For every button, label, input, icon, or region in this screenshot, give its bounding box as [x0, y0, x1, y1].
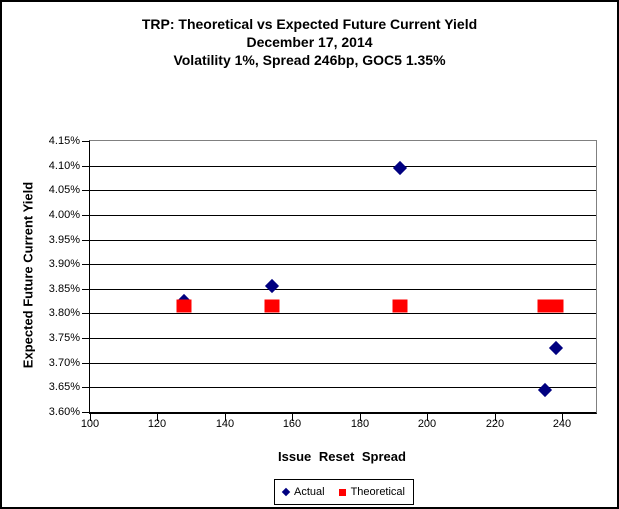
legend: Actual Theoretical	[274, 479, 414, 505]
y-tick-mark	[82, 313, 89, 314]
x-tick-mark	[157, 414, 158, 421]
y-tick-label: 3.70%	[48, 357, 80, 369]
legend-item-theoretical: Theoretical	[338, 486, 405, 498]
datapoint-theoretical	[548, 299, 564, 313]
y-tick-mark	[82, 412, 89, 413]
y-tick-label: 4.00%	[48, 209, 80, 221]
x-tick-label: 120	[147, 418, 167, 430]
gridline-y	[90, 313, 596, 314]
x-tick-label: 220	[485, 418, 505, 430]
y-tick-mark	[82, 166, 89, 167]
datapoint-theoretical	[264, 299, 280, 313]
chart-title-block: TRP: Theoretical vs Expected Future Curr…	[2, 15, 617, 69]
y-tick-label: 3.90%	[48, 258, 80, 270]
y-tick-mark	[82, 289, 89, 290]
x-tick-mark	[562, 414, 563, 421]
gridline-y	[90, 264, 596, 265]
datapoint-actual	[393, 161, 408, 176]
y-tick-label: 4.15%	[48, 135, 80, 147]
gridline-y	[90, 289, 596, 290]
x-tick-label: 200	[417, 418, 437, 430]
gridline-y	[90, 190, 596, 191]
y-tick-mark	[82, 190, 89, 191]
legend-label-theoretical: Theoretical	[350, 486, 405, 498]
x-tick-label: 160	[282, 418, 302, 430]
y-tick-label: 4.10%	[48, 160, 80, 172]
y-tick-mark	[82, 215, 89, 216]
chart-title: TRP: Theoretical vs Expected Future Curr…	[141, 16, 478, 32]
actual-diamond-icon	[281, 487, 291, 497]
gridline-y	[90, 166, 596, 167]
y-tick-label: 3.60%	[48, 406, 80, 418]
plot-area: 4.15% 4.10% 4.05% 4.00% 3.95% 3.90% 3.85% 3.80%…	[49, 135, 597, 430]
x-tick-label: 180	[350, 418, 370, 430]
datapoint-actual	[265, 279, 280, 294]
y-tick-label: 3.75%	[48, 332, 80, 344]
y-tick-mark	[82, 387, 89, 388]
y-tick-label: 4.05%	[48, 184, 80, 196]
x-tick-mark	[360, 414, 361, 421]
x-tick-mark	[90, 414, 91, 421]
datapoint-theoretical	[176, 299, 192, 313]
legend-label-actual: Actual	[294, 486, 325, 498]
legend-item-actual: Actual	[281, 486, 325, 498]
y-tick-mark	[82, 141, 89, 142]
x-tick-label: 100	[80, 418, 100, 430]
x-axis-title: Issue Reset Spread	[278, 449, 406, 464]
y-tick-mark	[82, 338, 89, 339]
y-tick-label: 3.95%	[48, 234, 80, 246]
theoretical-square-icon	[338, 488, 346, 496]
x-tick-mark	[427, 414, 428, 421]
y-tick-label: 3.80%	[48, 307, 80, 319]
x-tick-mark	[225, 414, 226, 421]
y-tick-label: 3.85%	[48, 283, 80, 295]
gridline-y	[90, 363, 596, 364]
chart-subtitle-params: Volatility 1%, Spread 246bp, GOC5 1.35%	[173, 52, 446, 68]
datapoint-actual	[548, 340, 563, 356]
gridline-y	[90, 215, 596, 216]
x-tick-mark	[292, 414, 293, 421]
gridline-y	[90, 240, 596, 241]
datapoint-actual	[538, 382, 553, 397]
y-tick-mark	[82, 363, 89, 364]
x-tick-mark	[495, 414, 496, 421]
y-tick-mark	[82, 264, 89, 265]
datapoint-theoretical	[392, 299, 408, 313]
y-tick-label: 3.65%	[48, 381, 80, 393]
chart-subtitle-date: December 17, 2014	[246, 34, 373, 50]
x-tick-label: 240	[552, 418, 572, 430]
gridline-y	[90, 387, 596, 388]
y-tick-mark	[82, 240, 89, 241]
gridline-y	[90, 412, 596, 413]
x-tick-label: 140	[215, 418, 235, 430]
gridline-y	[90, 338, 596, 339]
